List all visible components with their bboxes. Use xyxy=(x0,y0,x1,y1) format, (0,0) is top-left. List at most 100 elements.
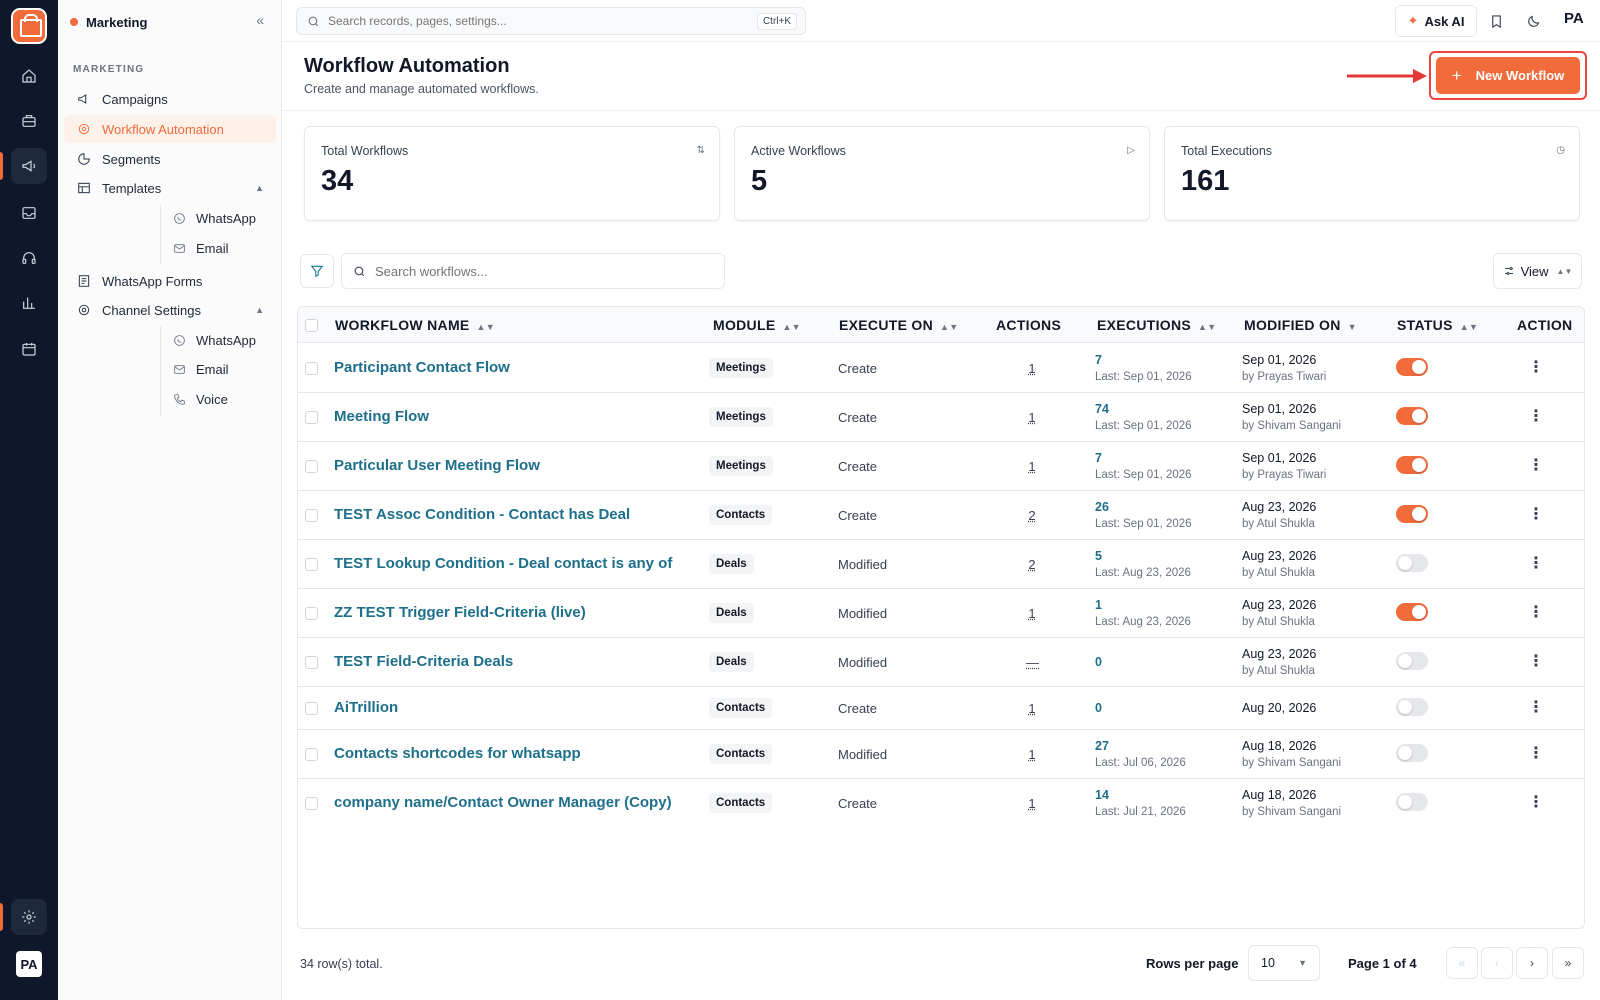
status-toggle[interactable] xyxy=(1396,407,1428,425)
bookmark-icon[interactable] xyxy=(1486,11,1506,31)
executions-count[interactable]: 26 xyxy=(1095,500,1109,514)
table-row[interactable]: AiTrillion Contacts Create 1 0 Aug 20, 2026 ⋮ xyxy=(298,687,1584,730)
more-vertical-icon[interactable]: ⋮ xyxy=(1528,457,1544,474)
actions-count[interactable]: 1 xyxy=(1028,747,1036,762)
executions-count[interactable]: 1 xyxy=(1095,598,1102,612)
table-row[interactable]: ZZ TEST Trigger Field-Criteria (live) Dea… xyxy=(298,589,1584,638)
row-checkbox[interactable] xyxy=(305,411,318,424)
more-vertical-icon[interactable]: ⋮ xyxy=(1528,359,1544,376)
rows-per-page-select[interactable]: 10 ▼ xyxy=(1248,945,1320,981)
select-all-checkbox[interactable] xyxy=(305,319,318,332)
status-toggle[interactable] xyxy=(1396,456,1428,474)
executions-count[interactable]: 7 xyxy=(1095,451,1102,465)
workflow-name-link[interactable]: TEST Field-Criteria Deals xyxy=(334,653,514,670)
global-search[interactable]: Ctrl+K xyxy=(296,7,806,35)
user-avatar[interactable]: PA xyxy=(1564,10,1584,27)
user-avatar[interactable]: PA xyxy=(16,951,42,977)
sidebar-subitem-channel-whatsapp[interactable]: WhatsApp xyxy=(160,326,334,354)
more-vertical-icon[interactable]: ⋮ xyxy=(1528,555,1544,572)
megaphone-icon[interactable] xyxy=(0,148,47,184)
inbox-icon[interactable] xyxy=(11,195,47,231)
workflow-name-link[interactable]: Contacts shortcodes for whatsapp xyxy=(334,745,581,762)
settings-gear-icon[interactable] xyxy=(0,899,47,935)
headset-icon[interactable] xyxy=(11,240,47,276)
status-toggle[interactable] xyxy=(1396,652,1428,670)
row-checkbox[interactable] xyxy=(305,607,318,620)
filter-button[interactable] xyxy=(300,254,334,288)
calendar-icon[interactable] xyxy=(11,331,47,367)
executions-count[interactable]: 7 xyxy=(1095,353,1102,367)
workflow-name-link[interactable]: ZZ TEST Trigger Field-Criteria (live) xyxy=(334,604,586,621)
ask-ai-button[interactable]: ✦ Ask AI xyxy=(1395,5,1477,37)
next-page-button[interactable]: › xyxy=(1516,947,1548,979)
sidebar-item-whatsapp-forms[interactable]: WhatsApp Forms xyxy=(64,267,276,295)
actions-count[interactable]: 1 xyxy=(1028,796,1036,811)
bar-chart-icon[interactable] xyxy=(11,285,47,321)
row-checkbox[interactable] xyxy=(305,656,318,669)
actions-count[interactable]: 1 xyxy=(1028,410,1036,425)
status-toggle[interactable] xyxy=(1396,698,1428,716)
table-row[interactable]: Meeting Flow Meetings Create 1 74 Last: Sep 0… xyxy=(298,393,1584,442)
global-search-input[interactable] xyxy=(328,14,748,28)
status-toggle[interactable] xyxy=(1396,603,1428,621)
sidebar-item-segments[interactable]: Segments xyxy=(64,145,276,173)
executions-count[interactable]: 0 xyxy=(1095,655,1102,669)
col-workflow-name[interactable]: WORKFLOW NAME ▲▼ xyxy=(335,317,495,333)
actions-count[interactable]: 1 xyxy=(1028,459,1036,474)
more-vertical-icon[interactable]: ⋮ xyxy=(1528,653,1544,670)
actions-count[interactable]: 1 xyxy=(1028,701,1036,716)
col-status[interactable]: STATUS ▲▼ xyxy=(1397,317,1478,333)
row-checkbox[interactable] xyxy=(305,558,318,571)
status-toggle[interactable] xyxy=(1396,744,1428,762)
more-vertical-icon[interactable]: ⋮ xyxy=(1528,408,1544,425)
workflow-name-link[interactable]: company name/Contact Owner Manager (Copy… xyxy=(334,794,672,811)
sidebar-subitem-channel-voice[interactable]: Voice xyxy=(160,385,334,413)
more-vertical-icon[interactable]: ⋮ xyxy=(1528,794,1544,811)
prev-page-button[interactable]: ‹ xyxy=(1481,947,1513,979)
executions-count[interactable]: 74 xyxy=(1095,402,1109,416)
executions-count[interactable]: 0 xyxy=(1095,701,1102,715)
workflow-name-link[interactable]: TEST Lookup Condition - Deal contact is … xyxy=(334,555,673,572)
home-icon[interactable] xyxy=(11,58,47,94)
col-executions[interactable]: EXECUTIONS ▲▼ xyxy=(1097,317,1216,333)
briefcase-icon[interactable] xyxy=(11,103,47,139)
collapse-sidebar-icon[interactable]: « xyxy=(256,12,264,28)
table-row[interactable]: TEST Field-Criteria Deals Deals Modified — 0… xyxy=(298,638,1584,687)
row-checkbox[interactable] xyxy=(305,748,318,761)
table-row[interactable]: company name/Contact Owner Manager (Copy… xyxy=(298,779,1584,828)
sidebar-item-campaigns[interactable]: Campaigns xyxy=(64,85,276,113)
first-page-button[interactable]: « xyxy=(1446,947,1478,979)
workflow-name-link[interactable]: Participant Contact Flow xyxy=(334,359,510,376)
actions-count[interactable]: 1 xyxy=(1028,361,1036,376)
executions-count[interactable]: 5 xyxy=(1095,549,1102,563)
more-vertical-icon[interactable]: ⋮ xyxy=(1528,604,1544,621)
more-vertical-icon[interactable]: ⋮ xyxy=(1528,699,1544,716)
executions-count[interactable]: 27 xyxy=(1095,739,1109,753)
workflow-search[interactable] xyxy=(341,253,725,289)
workflow-search-input[interactable] xyxy=(375,263,715,279)
actions-count[interactable]: 2 xyxy=(1028,508,1036,523)
table-row[interactable]: Contacts shortcodes for whatsapp Contacts… xyxy=(298,730,1584,779)
row-checkbox[interactable] xyxy=(305,797,318,810)
sidebar-subitem-channel-email[interactable]: Email xyxy=(160,355,334,383)
app-logo-icon[interactable] xyxy=(11,8,47,44)
sidebar-item-templates[interactable]: Templates ▲ xyxy=(64,174,276,202)
row-checkbox[interactable] xyxy=(305,460,318,473)
workflow-name-link[interactable]: TEST Assoc Condition - Contact has Deal xyxy=(334,506,631,523)
col-modified-on[interactable]: MODIFIED ON ▼ xyxy=(1244,317,1357,333)
sidebar-subitem-templates-email[interactable]: Email xyxy=(160,234,334,262)
more-vertical-icon[interactable]: ⋮ xyxy=(1528,745,1544,762)
row-checkbox[interactable] xyxy=(305,702,318,715)
status-toggle[interactable] xyxy=(1396,505,1428,523)
row-checkbox[interactable] xyxy=(305,509,318,522)
actions-count[interactable]: — xyxy=(1026,655,1039,670)
chevron-up-icon[interactable]: ▲ xyxy=(255,305,264,315)
chevron-up-icon[interactable]: ▲ xyxy=(255,183,264,193)
status-toggle[interactable] xyxy=(1396,358,1428,376)
table-row[interactable]: TEST Assoc Condition - Contact has Deal C… xyxy=(298,491,1584,540)
table-row[interactable]: TEST Lookup Condition - Deal contact is … xyxy=(298,540,1584,589)
status-toggle[interactable] xyxy=(1396,554,1428,572)
new-workflow-button[interactable]: + New Workflow xyxy=(1436,57,1580,94)
col-execute-on[interactable]: EXECUTE ON ▲▼ xyxy=(839,317,958,333)
actions-count[interactable]: 1 xyxy=(1028,606,1036,621)
